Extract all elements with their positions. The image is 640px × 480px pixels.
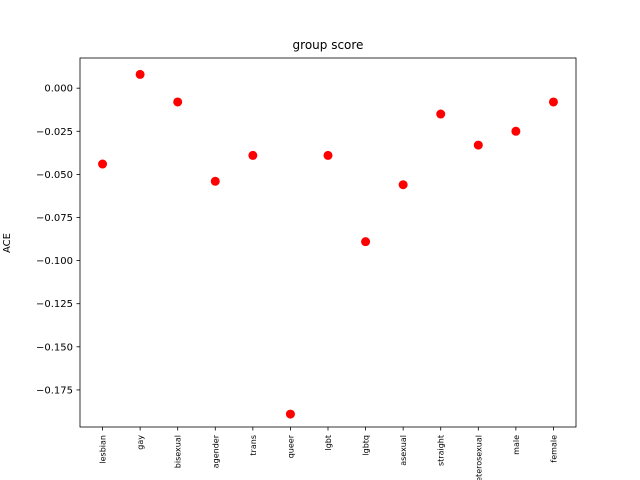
chart-title: group score (293, 38, 364, 52)
data-point-gay (135, 69, 145, 79)
x-tick-label: straight (437, 435, 446, 466)
data-point-lgbt (323, 150, 333, 160)
x-tick-label: bisexual (174, 435, 183, 468)
x-tick-label: male (512, 435, 521, 455)
x-tick-label: queer (286, 434, 295, 458)
x-tick-label: trans (249, 435, 258, 456)
data-point-lgbtq (361, 237, 371, 247)
data-points (98, 69, 558, 419)
y-tick-label: −0.050 (36, 170, 73, 181)
y-tick-label: 0.000 (44, 84, 73, 95)
data-point-bisexual (173, 97, 183, 107)
y-tick-label: −0.025 (36, 127, 73, 138)
data-point-lesbian (98, 159, 108, 169)
x-tick-label: agender (211, 434, 220, 468)
y-tick-label: −0.150 (36, 342, 73, 353)
y-tick-label: −0.175 (36, 385, 73, 396)
data-point-queer (285, 409, 295, 419)
data-point-straight (436, 109, 446, 119)
data-point-agender (210, 176, 220, 186)
data-point-trans (248, 150, 258, 160)
x-tick-label: asexual (399, 435, 408, 466)
plot-frame (79, 57, 577, 428)
y-axis-ticks: 0.000 −0.025 −0.050 −0.075 −0.100 −0.125 −0.15… (36, 84, 80, 396)
x-axis-ticks: lesbian gay bisexual agender trans queer lgbt l… (99, 427, 558, 480)
data-point-female (548, 97, 558, 107)
x-tick-label: heterosexual (474, 435, 483, 480)
data-point-male (511, 126, 521, 136)
x-tick-label: gay (136, 435, 145, 450)
y-axis-label: ACE (2, 233, 13, 253)
y-tick-label: −0.075 (36, 213, 73, 224)
y-tick-label: −0.125 (36, 299, 73, 310)
y-tick-label: −0.100 (36, 256, 73, 267)
data-point-asexual (398, 180, 408, 190)
x-tick-label: lgbtq (362, 435, 371, 456)
x-tick-label: female (549, 435, 558, 463)
x-tick-label: lesbian (99, 435, 108, 464)
x-tick-label: lgbt (324, 435, 333, 451)
data-point-heterosexual (473, 140, 483, 150)
